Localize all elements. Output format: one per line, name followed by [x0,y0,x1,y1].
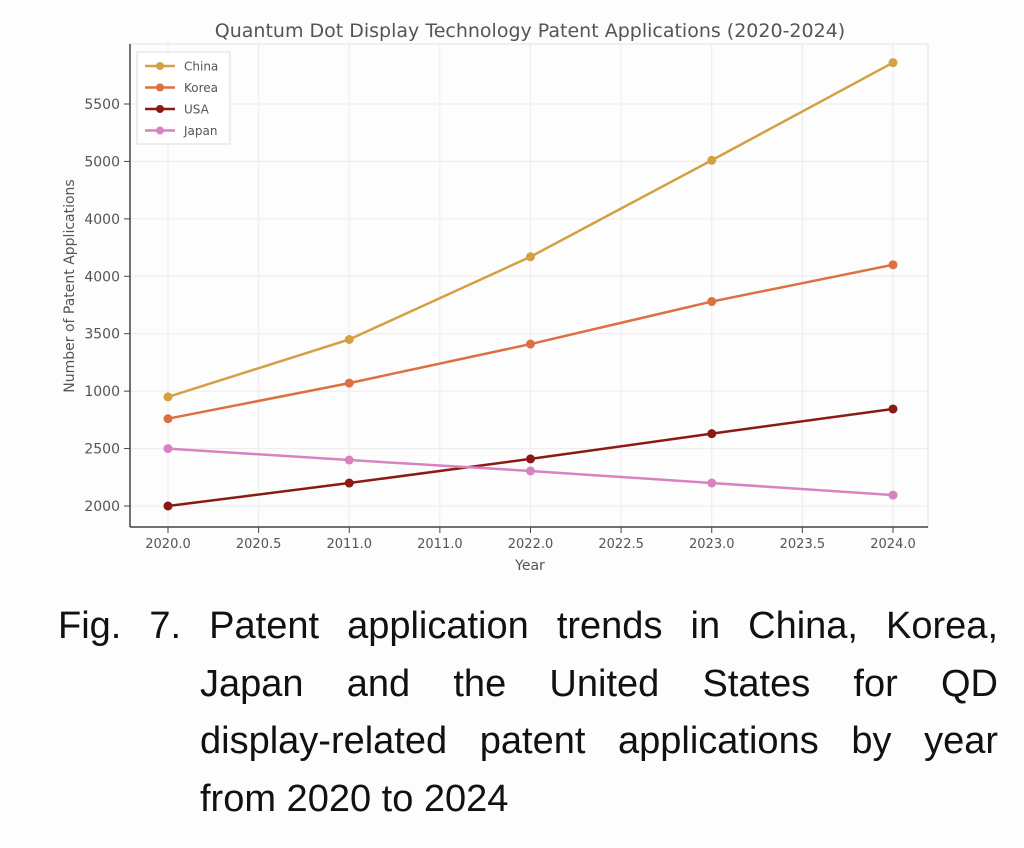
data-point-usa [164,502,173,511]
legend-marker-china [156,62,164,70]
x-tick-label: 2023.0 [689,537,735,552]
y-tick-label: 4000 [84,212,120,228]
y-tick-label: 1000 [84,384,120,400]
y-tick-label: 4000 [84,269,120,285]
caption-line-2: Japan and the United States for QD [58,656,998,714]
y-tick-label: 2500 [84,442,120,458]
legend: China Korea USA Japan [137,52,230,144]
x-tick-label: 2011.0 [417,537,463,552]
x-tick-label: 2024.0 [870,537,916,552]
data-point-korea [526,340,535,349]
caption-line-3: display-related patent applications by y… [58,713,998,771]
legend-label-japan: Japan [183,124,217,138]
y-tick-label: 5500 [84,97,120,113]
data-point-usa [526,454,535,463]
data-point-korea [164,414,173,423]
x-tick-label: 2022.0 [508,537,554,552]
legend-label-usa: USA [184,103,210,117]
y-axis-label: Number of Patent Applications [62,179,78,392]
line-chart: Quantum Dot Display Technology Patent Ap… [0,0,1024,590]
x-tick-label: 2023.5 [780,537,826,552]
caption-line-1: Fig. 7. Patent application trends in Chi… [58,598,998,656]
legend-label-korea: Korea [184,81,218,95]
data-point-korea [345,379,354,388]
data-point-china [707,156,716,165]
data-point-china [345,335,354,344]
x-axis-label: Year [514,558,545,574]
y-tick-label: 3500 [84,327,120,343]
data-point-usa [345,479,354,488]
x-ticks: 2020.0 2020.5 2011.0 2011.0 2022.0 2022.5 2023… [145,527,916,552]
x-tick-label: 2020.0 [145,537,191,552]
x-tick-label: 2020.5 [236,537,282,552]
legend-marker-japan [156,127,164,135]
data-point-usa [889,404,898,413]
data-point-japan [345,456,354,465]
chart-title: Quantum Dot Display Technology Patent Ap… [215,20,845,42]
data-point-japan [526,466,535,475]
data-point-japan [707,479,716,488]
legend-marker-usa [156,105,164,113]
data-point-usa [707,429,716,438]
y-tick-label: 5000 [84,154,120,170]
y-tick-label: 2000 [84,499,120,515]
data-point-korea [889,260,898,269]
y-ticks: 2000 2500 1000 3500 4000 4000 5000 5500 [84,97,130,515]
data-point-china [526,252,535,261]
x-tick-label: 2011.0 [327,537,373,552]
data-point-china [889,58,898,67]
legend-label-china: China [184,60,218,74]
data-point-korea [707,297,716,306]
legend-marker-korea [156,84,164,92]
data-point-japan [164,444,173,453]
figure-caption: Fig. 7. Patent application trends in Chi… [58,598,998,828]
data-point-japan [889,491,898,500]
data-point-china [164,392,173,401]
x-tick-label: 2022.5 [598,537,644,552]
caption-line-4: from 2020 to 2024 [58,771,998,829]
